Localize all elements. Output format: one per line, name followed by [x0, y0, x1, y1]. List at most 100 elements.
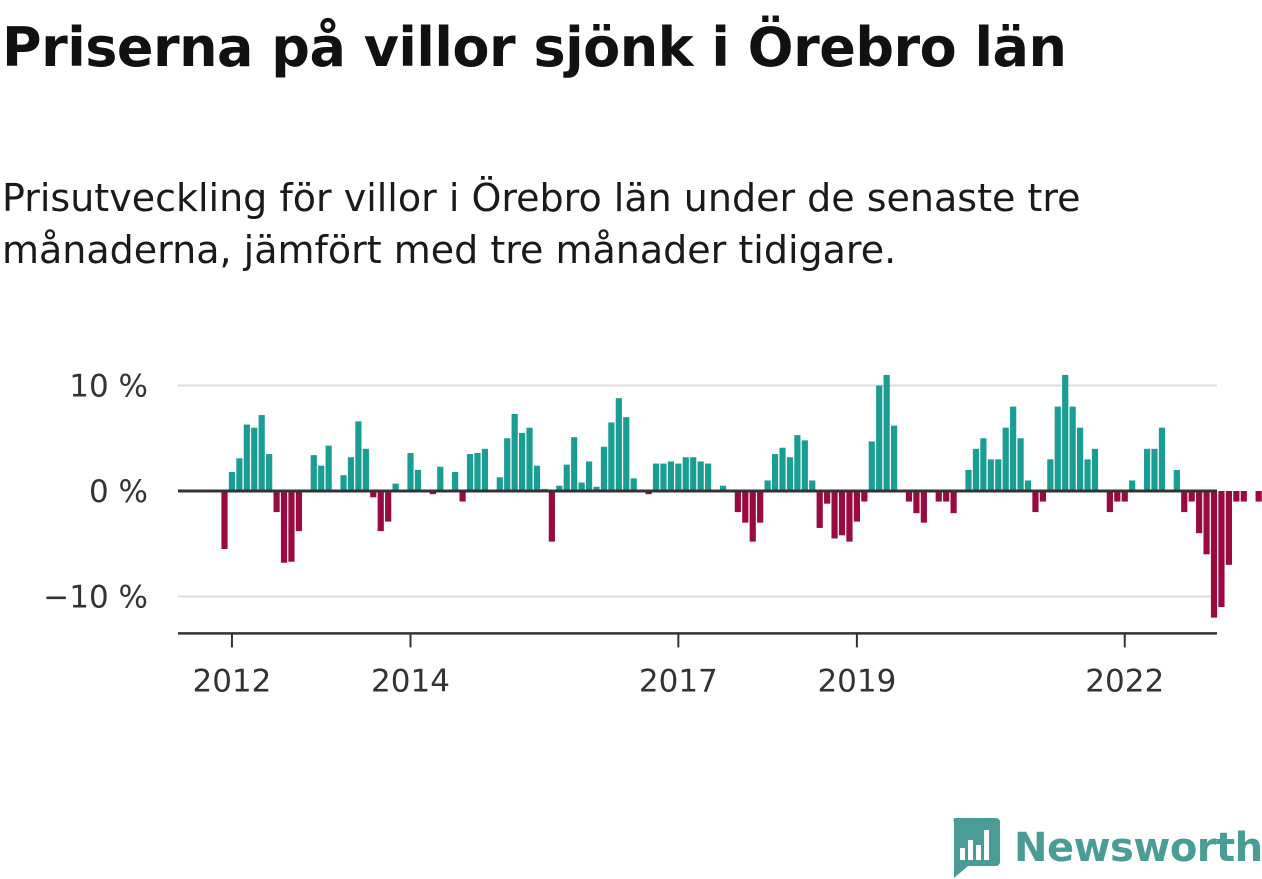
bar: [645, 491, 652, 495]
bar: [347, 457, 355, 491]
grid-lines: [178, 384, 1217, 598]
x-tick-label: 2012: [192, 663, 271, 699]
bar: [876, 385, 883, 491]
bar: [630, 478, 637, 491]
bar: [667, 461, 674, 491]
bar: [779, 447, 786, 491]
bar: [690, 457, 697, 491]
bar: [295, 491, 302, 532]
bar: [705, 463, 712, 491]
bar: [1024, 480, 1032, 491]
bars: [221, 374, 1262, 618]
bar: [1129, 480, 1136, 491]
x-tick-label: 2017: [639, 663, 718, 699]
bar: [615, 398, 622, 491]
bar: [310, 455, 317, 491]
bar: [801, 440, 808, 491]
bar: [243, 424, 250, 491]
bar: [742, 491, 749, 523]
bar: [861, 491, 868, 502]
brand-name: Newsworthy: [1014, 825, 1262, 871]
bar: [221, 491, 228, 550]
bar: [600, 446, 608, 491]
bar: [660, 463, 667, 491]
tick-labels: 10 %0 %−10 %201220142017201920222024−1 %: [43, 369, 1164, 700]
bar: [355, 421, 362, 491]
bar: [228, 472, 236, 491]
bar: [288, 491, 295, 562]
bar: [891, 425, 898, 491]
bar: [548, 491, 555, 542]
newsworthy-logo-icon: [953, 818, 1000, 878]
bar: [987, 459, 994, 491]
bar: [1017, 438, 1024, 491]
bar: [377, 491, 384, 532]
bar: [749, 491, 756, 542]
bar: [816, 491, 823, 528]
bar: [995, 459, 1002, 491]
bar: [571, 437, 578, 491]
bar: [1047, 459, 1054, 491]
bar: [392, 483, 399, 491]
bar: [1010, 406, 1017, 491]
bar: [258, 415, 265, 491]
bar: [437, 466, 444, 491]
bar: [1084, 459, 1091, 491]
y-tick-label: 0 %: [89, 474, 148, 510]
bar: [362, 448, 369, 491]
bar: [868, 441, 875, 491]
y-tick-label: −10 %: [43, 580, 148, 616]
bar: [771, 454, 779, 491]
bar: [913, 491, 920, 514]
bar: [652, 463, 660, 491]
bar: [935, 491, 942, 502]
bar: [905, 491, 913, 502]
bar: [496, 477, 503, 491]
bar: [1218, 491, 1225, 608]
bar: [1181, 491, 1188, 513]
bar: [526, 427, 533, 491]
bar: [608, 422, 615, 491]
bar: [533, 465, 541, 491]
bar: [1210, 491, 1218, 618]
bar: [1077, 427, 1084, 491]
bar: [511, 413, 518, 491]
bar: [824, 491, 831, 504]
bar: [719, 485, 727, 491]
bar: [585, 461, 593, 491]
bar: [370, 491, 377, 498]
bar: [831, 491, 838, 539]
bar: [697, 461, 704, 491]
bar: [1240, 491, 1247, 502]
bar: [1062, 374, 1069, 491]
bar: [853, 491, 860, 522]
bar: [563, 464, 570, 491]
bar: [1233, 491, 1240, 502]
bar: [452, 472, 459, 491]
bar: [883, 374, 890, 491]
brand-logo: Newsworthy: [950, 818, 1262, 878]
price-change-bar-chart: 10 %0 %−10 %201220142017201920222024−1 %: [43, 369, 1262, 700]
bar: [1054, 406, 1061, 491]
bar: [466, 454, 474, 491]
bar: [504, 438, 511, 491]
axes: [178, 489, 1217, 648]
bar: [1225, 491, 1232, 565]
bar: [980, 438, 987, 491]
page-subtitle: Prisutveckling för villor i Örebro län u…: [2, 176, 1081, 272]
bar: [757, 491, 764, 523]
bar: [251, 427, 258, 491]
bar: [950, 491, 957, 514]
bar: [972, 448, 980, 491]
bar: [340, 475, 347, 491]
bar: [236, 458, 243, 491]
bar: [1151, 448, 1158, 491]
bar: [459, 491, 466, 502]
bar: [965, 469, 972, 491]
bar: [407, 453, 414, 491]
bar: [794, 435, 801, 491]
bar: [764, 480, 771, 491]
bar: [623, 417, 630, 491]
bar: [1121, 491, 1128, 502]
bar: [1032, 491, 1039, 513]
